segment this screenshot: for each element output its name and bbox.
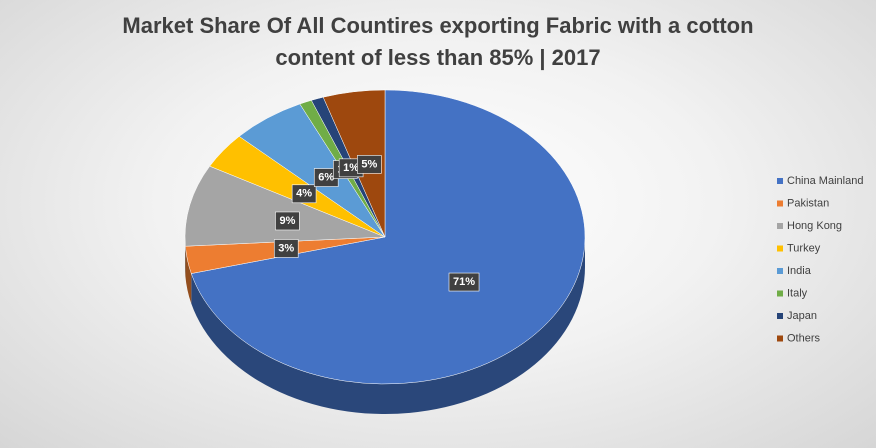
- slice-side: [191, 237, 585, 414]
- slice: [190, 89, 586, 385]
- legend-swatch: [777, 245, 783, 252]
- data-label-box: [275, 211, 300, 231]
- data-label-text: 3%: [278, 242, 294, 254]
- data-label-text: 9%: [279, 215, 295, 227]
- data-label-box: [291, 184, 317, 204]
- legend-label: Japan: [787, 310, 817, 322]
- legend-label: Pakistan: [787, 197, 829, 209]
- data-label-text: 71%: [453, 276, 475, 288]
- legend-label: Hong Kong: [787, 220, 842, 232]
- legend-label: India: [787, 265, 812, 277]
- data-label-text: 4%: [296, 188, 312, 200]
- data-label: 4%: [291, 184, 317, 204]
- data-label: 3%: [273, 239, 299, 258]
- data-label: 71%: [448, 272, 480, 292]
- slice-side: [185, 246, 192, 304]
- legend-swatch: [777, 268, 783, 274]
- legend-swatch: [777, 223, 783, 229]
- chart-title: Market Share Of All Countires exporting …: [122, 13, 754, 70]
- legend-label: Turkey: [787, 242, 821, 254]
- data-label-text: 5%: [361, 158, 377, 170]
- data-label-text: 1%: [343, 162, 359, 174]
- data-label: 5%: [357, 155, 382, 174]
- legend-label: China Mainland: [787, 175, 863, 187]
- legend-label: Others: [787, 332, 821, 344]
- data-label-text: 6%: [318, 171, 334, 183]
- data-label-box: [448, 272, 480, 292]
- data-label: 9%: [275, 211, 300, 231]
- data-label-box: [273, 239, 299, 258]
- data-label: 1%: [338, 158, 364, 178]
- legend-swatch: [777, 335, 783, 342]
- legend-label: Italy: [787, 287, 808, 299]
- legend-swatch: [777, 178, 783, 184]
- legend-swatch: [777, 313, 783, 319]
- slice: [184, 165, 386, 247]
- legend-swatch: [777, 200, 783, 207]
- data-label-box: [357, 155, 382, 174]
- legend-swatch: [777, 290, 783, 297]
